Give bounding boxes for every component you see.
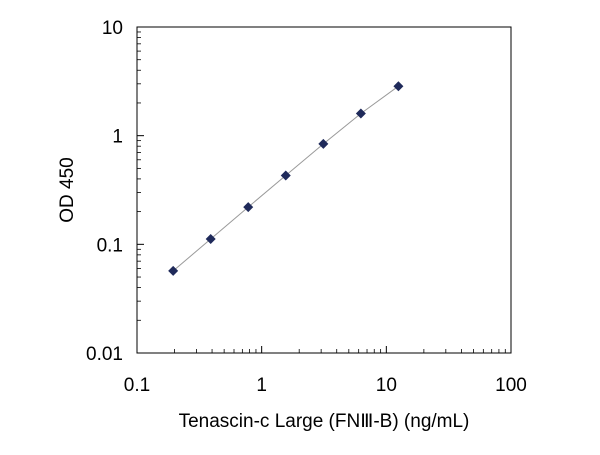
data-point [243,202,254,213]
y-tick-label: 0.01 [86,344,123,365]
data-point [168,265,179,276]
x-tick-label: 0.1 [124,375,150,396]
data-point [205,233,216,244]
data-point [318,138,329,149]
x-tick-label: 1 [256,375,267,396]
data-points [168,81,404,276]
x-tick-label: 10 [376,375,397,396]
data-point [355,108,366,119]
y-tick-label: 1 [112,127,123,148]
minor-ticks [137,31,506,353]
y-tick-label: 0.1 [97,235,123,256]
data-point [393,81,404,92]
major-ticks [136,26,512,354]
y-axis-label: OD 450 [57,157,78,222]
y-tick-label: 10 [102,18,123,39]
plot-area [136,26,512,354]
x-tick-label: 100 [495,375,527,396]
data-point [280,170,291,181]
x-axis-label: Tenascin-c Large (FNⅢ-B) (ng/mL) [179,411,470,432]
